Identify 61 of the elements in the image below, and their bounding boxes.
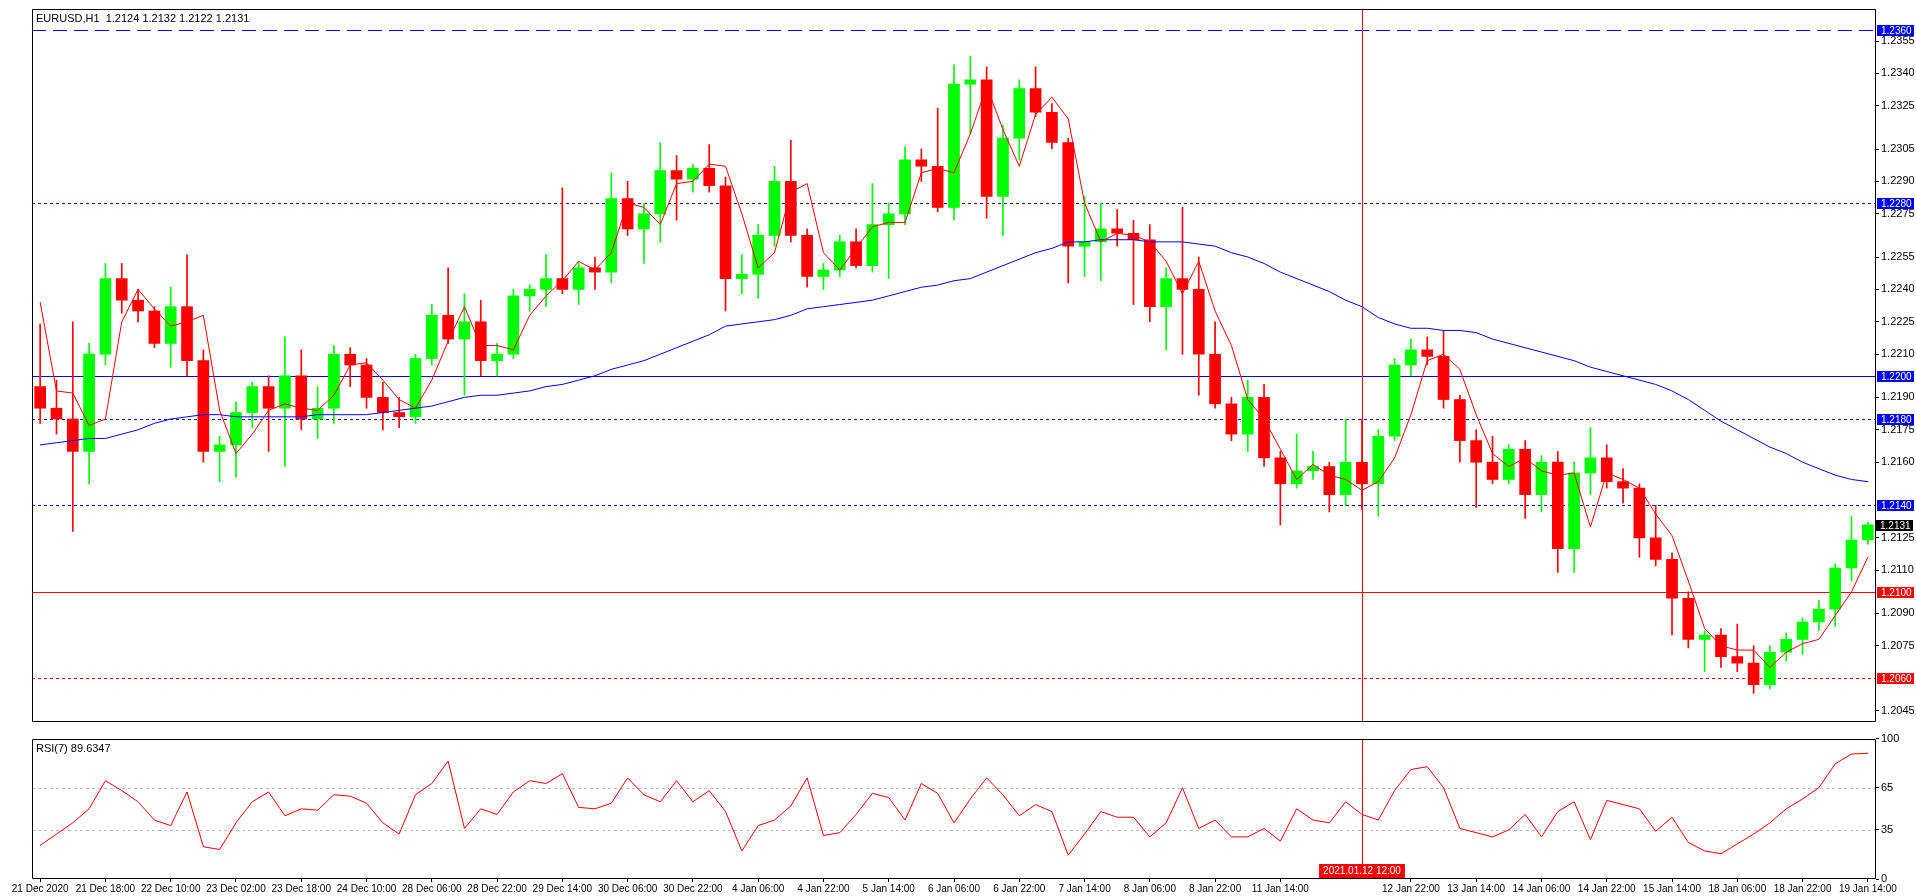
x-tick-label: 21 Dec 2020 <box>11 882 69 894</box>
x-tick-label: 18 Jan 22:00 <box>1773 882 1832 894</box>
x-tick-label: 30 Dec 22:00 <box>663 882 724 894</box>
x-tick-label: 13 Jan 14:00 <box>1447 882 1506 894</box>
ref-line-label: 1.2360 <box>1881 24 1913 36</box>
x-tick-label: 4 Jan 06:00 <box>732 882 785 894</box>
y-tick-label: 0 <box>1881 872 1888 885</box>
x-tick-label: 14 Jan 06:00 <box>1512 882 1571 894</box>
y-tick-label: 1.2340 <box>1881 66 1915 79</box>
x-tick-label: 7 Jan 14:00 <box>1058 882 1112 894</box>
y-tick-label: 1.2290 <box>1881 174 1915 187</box>
ref-line-label: 1.2180 <box>1881 413 1913 425</box>
x-tick-label: 15 Jan 14:00 <box>1643 882 1702 894</box>
x-tick-label: 19 Jan 14:00 <box>1838 882 1898 894</box>
y-tick-label: 1.2190 <box>1881 390 1915 403</box>
y-tick-label: 1.2275 <box>1881 206 1915 219</box>
x-tick-label: 18 Jan 06:00 <box>1708 882 1767 894</box>
x-tick-label: 30 Dec 06:00 <box>597 882 658 894</box>
x-tick-label: 21 Dec 18:00 <box>75 882 136 894</box>
x-tick-label: 23 Dec 18:00 <box>271 882 332 894</box>
x-tick-label: 2021.01.12 12:00 <box>1323 865 1402 877</box>
y-tick-label: 1.2175 <box>1881 422 1915 435</box>
ref-line-label: 1.2280 <box>1881 197 1913 209</box>
annotation: 1.2131 <box>1880 519 1912 531</box>
ref-line-label: 1.2100 <box>1881 586 1913 598</box>
x-tick-label: 29 Dec 14:00 <box>532 882 593 894</box>
x-tick-label: 12 Jan 22:00 <box>1382 882 1441 894</box>
x-tick-label: 28 Dec 22:00 <box>467 882 528 894</box>
y-tick-label: 1.2160 <box>1881 455 1915 468</box>
y-tick-label: 1.2355 <box>1881 34 1915 47</box>
y-tick-label: 1.2255 <box>1881 250 1915 263</box>
ref-line-label: 1.2140 <box>1881 499 1913 511</box>
x-tick-label: 28 Dec 06:00 <box>402 882 462 894</box>
y-tick-label: 1.2210 <box>1881 347 1915 360</box>
chart-title: RSI(7) 89.6347 <box>36 741 111 754</box>
y-tick-label: 1.2045 <box>1881 703 1915 716</box>
x-tick-label: 23 Dec 02:00 <box>206 882 267 894</box>
y-tick-label: 1.2075 <box>1881 638 1915 651</box>
x-tick-label: 8 Jan 22:00 <box>1188 882 1242 894</box>
x-tick-label: 5 Jan 14:00 <box>862 882 916 894</box>
y-tick-label: 65 <box>1881 780 1894 793</box>
x-tick-label: 24 Dec 10:00 <box>336 882 397 894</box>
y-tick-label: 1.2090 <box>1881 606 1915 619</box>
y-tick-label: 1.2225 <box>1881 314 1915 327</box>
x-tick-label: 22 Dec 10:00 <box>140 882 201 894</box>
ref-line-label: 1.2200 <box>1881 370 1913 382</box>
y-tick-label: 1.2305 <box>1881 142 1915 155</box>
y-tick-label: 35 <box>1881 822 1894 835</box>
x-tick-label: 11 Jan 14:00 <box>1251 882 1310 894</box>
ref-line-label: 1.2060 <box>1881 672 1913 684</box>
x-tick-label: 4 Jan 22:00 <box>797 882 851 894</box>
y-tick-label: 1.2325 <box>1881 98 1915 111</box>
x-tick-label: 14 Jan 22:00 <box>1577 882 1637 894</box>
y-tick-label: 1.2110 <box>1881 563 1914 576</box>
chart-title: EURUSD,H1 1.2124 1.2132 1.2122 1.2131 <box>36 11 250 24</box>
y-tick-label: 1.2125 <box>1881 530 1915 543</box>
y-tick-label: 1.2240 <box>1881 282 1915 295</box>
y-tick-label: 100 <box>1881 731 1900 744</box>
x-tick-label: 6 Jan 06:00 <box>927 882 981 894</box>
x-tick-label: 6 Jan 22:00 <box>993 882 1046 894</box>
x-tick-label: 8 Jan 06:00 <box>1123 882 1177 894</box>
